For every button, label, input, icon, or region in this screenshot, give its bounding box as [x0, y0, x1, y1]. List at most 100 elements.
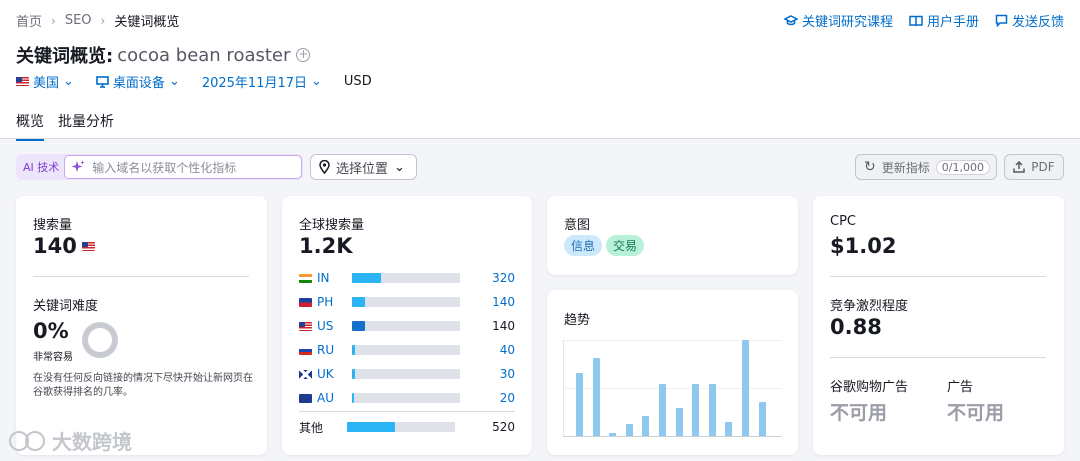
trend-bar[interactable] — [625, 424, 633, 436]
divider — [830, 276, 1046, 277]
breadcrumb-seo[interactable]: SEO — [64, 13, 92, 28]
update-label: 更新指标 — [881, 160, 930, 175]
location-select[interactable]: 选择位置 ⌄ — [310, 154, 417, 180]
date-label: 2025年11月17日 — [201, 76, 308, 91]
trend-bar[interactable] — [758, 402, 766, 436]
country-bar — [352, 273, 460, 283]
cpc-label: CPC — [830, 214, 856, 229]
intent-card: 意图 信息 交易 — [547, 196, 798, 275]
country-bar — [352, 369, 460, 379]
watermark: 大数跨境 — [8, 426, 132, 455]
gridline — [564, 340, 782, 341]
ads-label: 广告 — [947, 380, 974, 395]
chevron-right-icon: › — [100, 13, 106, 28]
ru-flag-icon — [299, 345, 312, 355]
country-row-ph[interactable]: PH 140 — [299, 295, 515, 309]
volume-row: 140 — [33, 234, 95, 258]
country-bar — [352, 297, 460, 307]
divider — [299, 411, 515, 412]
difficulty-label: 关键词难度 — [33, 299, 99, 314]
chevron-down-icon: ⌄ — [63, 74, 74, 89]
country-value: 320 — [492, 271, 515, 285]
page-title: 关键词概览: cocoa bean roaster + — [16, 42, 311, 68]
country-row-au[interactable]: AU 20 — [299, 391, 515, 405]
upload-icon — [1013, 161, 1026, 173]
breadcrumb-current: 关键词概览 — [114, 15, 180, 30]
device-label: 桌面设备 — [112, 76, 165, 91]
country-code: IN — [317, 271, 330, 285]
add-to-list-icon[interactable]: + — [296, 47, 311, 62]
breadcrumb: 首页 › SEO › 关键词概览 — [16, 11, 179, 30]
manual-link[interactable]: 用户手册 — [909, 11, 979, 30]
trend-bar[interactable] — [592, 358, 600, 436]
country-row-other[interactable]: 其他 520 — [299, 420, 515, 435]
country-row-ru[interactable]: RU 40 — [299, 343, 515, 357]
trend-bar[interactable] — [642, 416, 650, 436]
intent-badge-info: 信息 — [564, 235, 603, 256]
trend-bar[interactable] — [659, 384, 666, 436]
trend-chart — [563, 340, 782, 437]
course-link[interactable]: 关键词研究课程 — [783, 11, 893, 30]
volume-label: 搜索量 — [33, 218, 73, 233]
difficulty-value: 0% — [33, 319, 69, 343]
difficulty-level: 非常容易 — [33, 352, 73, 363]
watermark-text: 大数跨境 — [52, 430, 132, 454]
country-code: US — [317, 319, 334, 333]
us-flag-icon — [16, 77, 29, 86]
tab-overview[interactable]: 概览 — [16, 111, 44, 141]
device-select[interactable]: 桌面设备 ⌄ — [96, 72, 180, 91]
country-value: 140 — [492, 295, 515, 309]
help-links: 关键词研究课程 用户手册 发送反馈 — [783, 11, 1064, 30]
pdf-label: PDF — [1031, 160, 1055, 174]
trend-bar[interactable] — [675, 408, 683, 436]
country-bar — [352, 345, 460, 355]
volume-value: 140 — [33, 234, 77, 258]
breadcrumb-home[interactable]: 首页 — [16, 15, 43, 30]
trend-bar[interactable] — [692, 384, 700, 436]
update-metrics-button[interactable]: ↻ 更新指标 0/1,000 — [855, 154, 997, 180]
global-label: 全球搜索量 — [299, 218, 365, 233]
trend-card: 趋势 — [547, 290, 798, 455]
ads-value: 不可用 — [947, 402, 1005, 424]
country-code: RU — [317, 343, 335, 357]
us-flag-icon — [299, 321, 312, 331]
country-bar — [352, 393, 460, 403]
trend-bar[interactable] — [609, 433, 617, 436]
gridline — [564, 388, 782, 389]
other-value: 520 — [492, 420, 515, 434]
country-select[interactable]: 美国 ⌄ — [16, 72, 74, 91]
refresh-icon: ↻ — [864, 159, 876, 175]
message-icon — [995, 14, 1008, 27]
trend-bar[interactable] — [725, 422, 733, 436]
trend-bar[interactable] — [576, 373, 583, 436]
country-code: AU — [317, 391, 334, 405]
country-code: PH — [317, 295, 334, 309]
desktop-icon — [96, 75, 109, 88]
trend-bar[interactable] — [742, 340, 749, 436]
domain-input[interactable]: 输入域名以获取个性化指标 — [64, 155, 302, 179]
global-volume-card: 全球搜索量 1.2K IN 320 PH 140 US 140 RU 40 UK 30 AU 20 其… — [282, 196, 532, 455]
cpc-value: $1.02 — [830, 234, 897, 258]
country-row-us[interactable]: US 140 — [299, 319, 515, 333]
trend-label: 趋势 — [564, 313, 591, 328]
trend-bar[interactable] — [708, 384, 716, 436]
graduation-cap-icon — [783, 14, 798, 25]
country-value: 140 — [492, 319, 515, 333]
country-row-in[interactable]: IN 320 — [299, 271, 515, 285]
pdf-export-button[interactable]: PDF — [1004, 154, 1064, 180]
in-flag-icon — [299, 273, 312, 283]
date-select[interactable]: 2025年11月17日 ⌄ — [202, 72, 322, 91]
country-label: 美国 — [33, 76, 60, 91]
tab-bulk-analysis[interactable]: 批量分析 — [58, 114, 114, 130]
competition-label: 竞争激烈程度 — [830, 299, 909, 314]
competition-value: 0.88 — [830, 315, 882, 339]
feedback-link[interactable]: 发送反馈 — [995, 11, 1064, 30]
page-header: 首页 › SEO › 关键词概览 关键词研究课程 用户手册 发送反馈 关键词概览… — [0, 0, 1080, 141]
difficulty-gauge — [82, 322, 118, 358]
country-bar — [347, 422, 455, 432]
country-value: 40 — [499, 343, 515, 357]
au-flag-icon — [299, 393, 312, 403]
country-bar-fill — [352, 345, 355, 355]
country-row-uk[interactable]: UK 30 — [299, 367, 515, 381]
course-link-label: 关键词研究课程 — [801, 15, 893, 30]
